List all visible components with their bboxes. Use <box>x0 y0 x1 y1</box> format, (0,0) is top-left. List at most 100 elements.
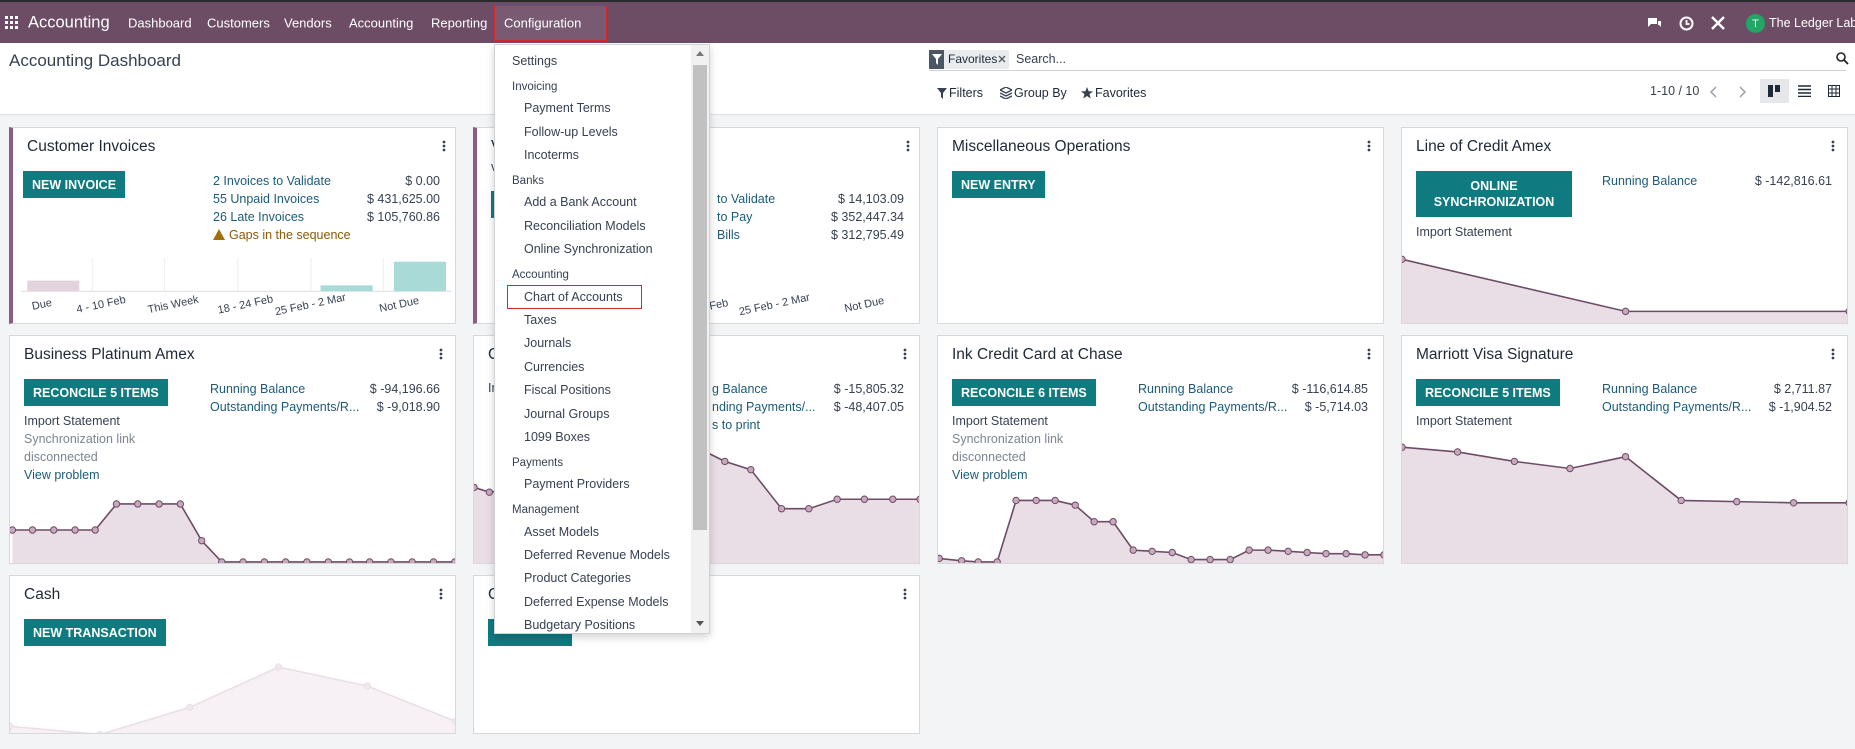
menu-item[interactable]: Payment Providers <box>524 477 630 492</box>
warning-text[interactable]: Gaps in the sequence <box>229 228 351 242</box>
menu-item[interactable]: Payment Terms <box>524 101 611 116</box>
favorites-button[interactable]: Favorites <box>1095 86 1147 100</box>
menu-item[interactable]: Currencies <box>524 359 585 374</box>
pager-arrows[interactable] <box>1710 86 1746 98</box>
pivot-view-icon[interactable] <box>1828 85 1840 97</box>
summary-label[interactable]: nding Payments/... <box>712 400 816 414</box>
summary-label[interactable]: to Pay <box>717 210 753 224</box>
summary-label[interactable]: Running Balance <box>1602 174 1698 188</box>
menu-item[interactable]: Budgetary Positions <box>524 618 636 633</box>
card-title[interactable]: C <box>488 346 499 364</box>
card-note[interactable]: Import Statement <box>1416 225 1512 239</box>
company-name[interactable]: The Ledger Labs <box>1769 16 1855 30</box>
menu-item[interactable]: Reconciliation Models <box>524 218 646 233</box>
summary-label[interactable]: Running Balance <box>1138 382 1234 396</box>
summary-value: $ 431,625.00 <box>367 192 440 206</box>
card-note[interactable]: Import Statement <box>1416 414 1512 428</box>
menu-item[interactable]: Add a Bank Account <box>524 195 637 210</box>
card-title[interactable]: Miscellaneous Operations <box>952 138 1131 155</box>
menu-item[interactable]: Online Synchronization <box>524 242 653 257</box>
chat-icon[interactable] <box>1646 16 1662 31</box>
menu-item[interactable]: Product Categories <box>524 571 632 586</box>
menu-item[interactable]: Fiscal Positions <box>524 383 611 398</box>
menu-item[interactable]: 1099 Boxes <box>524 429 591 444</box>
search-icon[interactable] <box>1836 52 1849 65</box>
dashboard-card: Cash NEW TRANSACTION <box>9 575 456 734</box>
card-note[interactable]: View problem <box>24 468 100 482</box>
graph-dot <box>833 495 841 503</box>
tools-icon[interactable] <box>1710 15 1726 31</box>
card-button[interactable]: RECONCILE 5 ITEMS <box>24 379 168 406</box>
nav-menu-item[interactable]: Accounting <box>349 15 414 31</box>
scroll-down[interactable] <box>695 620 705 628</box>
graph-dot <box>1733 497 1741 506</box>
menu-item[interactable]: Deferred Revenue Models <box>524 547 670 562</box>
filters-button[interactable]: Filters <box>949 86 984 100</box>
kanban-view-active[interactable] <box>1760 79 1789 103</box>
graph-dot <box>485 488 494 496</box>
card-note[interactable]: Synchronization link <box>952 432 1064 446</box>
summary-label[interactable]: 26 Late Invoices <box>213 210 305 224</box>
card-button[interactable]: NEW TRANSACTION <box>24 619 166 646</box>
card-button[interactable]: NEW INVOICE <box>23 171 126 198</box>
card-note[interactable]: Import Statement <box>952 414 1048 428</box>
search-placeholder[interactable]: Search... <box>1016 52 1067 66</box>
graph-dot <box>303 558 311 563</box>
card-note[interactable]: disconnected <box>952 450 1026 464</box>
summary-label[interactable]: 55 Unpaid Invoices <box>213 192 320 206</box>
group-by-button[interactable]: Group By <box>1014 86 1067 100</box>
summary-label[interactable]: Running Balance <box>1602 382 1698 396</box>
card-note[interactable]: Import Statement <box>24 414 120 428</box>
nav-menu-item[interactable]: Reporting <box>431 15 488 31</box>
menu-item[interactable]: Taxes <box>524 312 557 327</box>
list-view-icon[interactable] <box>1798 85 1811 97</box>
summary-label[interactable]: to Validate <box>717 192 776 206</box>
card-note[interactable]: disconnected <box>24 450 98 464</box>
summary-label[interactable]: Running Balance <box>210 382 306 396</box>
summary-label[interactable]: 2 Invoices to Validate <box>213 174 331 188</box>
app-name[interactable]: Accounting <box>28 13 110 32</box>
summary-label[interactable]: g Balance <box>712 382 768 396</box>
activity-icon[interactable] <box>1679 16 1694 31</box>
filter-icon <box>937 88 947 99</box>
menu-item[interactable]: Follow-up Levels <box>524 124 618 139</box>
menu-item[interactable]: Deferred Expense Models <box>524 594 669 609</box>
card-button[interactable]: ONLINE SYNCHRONIZATION <box>1416 171 1572 217</box>
card-title[interactable]: Cash <box>24 586 61 603</box>
search-facet[interactable] <box>929 50 1009 69</box>
scroll-up[interactable] <box>695 49 705 57</box>
menu-item[interactable]: Journals <box>524 336 572 351</box>
nav-menu-item[interactable]: Dashboard <box>128 15 192 31</box>
summary-label[interactable]: Bills <box>717 228 740 242</box>
scrollbar-thumb[interactable] <box>693 65 707 530</box>
card-button[interactable]: RECONCILE 5 ITEMS <box>1416 379 1560 406</box>
card-title[interactable]: Business Platinum Amex <box>24 346 195 363</box>
card-button[interactable]: RECONCILE 6 ITEMS <box>952 379 1096 406</box>
nav-menu-item[interactable]: Vendors <box>284 15 332 31</box>
apps-icon[interactable] <box>5 16 18 29</box>
summary-label[interactable]: s to print <box>712 418 760 432</box>
card-note[interactable]: In <box>488 381 498 395</box>
menu-item[interactable]: Chart of Accounts <box>524 289 623 304</box>
card-title[interactable]: Marriott Visa Signature <box>1416 346 1574 363</box>
card-title[interactable]: Ink Credit Card at Chase <box>952 346 1123 363</box>
menu-item[interactable]: Journal Groups <box>524 406 610 421</box>
card-title[interactable]: C <box>488 586 499 604</box>
card-button[interactable]: NEW ENTRY <box>952 171 1045 198</box>
nav-menu-item[interactable]: Configuration <box>504 15 582 31</box>
menu-item[interactable]: Asset Models <box>524 524 600 539</box>
card-title[interactable]: Customer Invoices <box>27 138 156 155</box>
company-avatar[interactable]: T <box>1746 14 1765 33</box>
summary-label[interactable]: Outstanding Payments/R... <box>1602 400 1752 414</box>
summary-value: $ -142,816.61 <box>1754 174 1832 188</box>
card-note[interactable]: View problem <box>952 468 1028 482</box>
kebab-dot <box>1831 144 1835 148</box>
card-title[interactable]: Line of Credit Amex <box>1416 138 1552 155</box>
summary-label[interactable]: Outstanding Payments/R... <box>1138 400 1288 414</box>
card-note[interactable]: Synchronization link <box>24 432 136 446</box>
nav-menu-item[interactable]: Customers <box>207 15 270 31</box>
summary-label[interactable]: Outstanding Payments/R... <box>210 400 360 414</box>
menu-item[interactable]: Incoterms <box>524 148 579 163</box>
menu-item[interactable]: Settings <box>512 54 558 68</box>
facet-remove[interactable] <box>998 55 1006 63</box>
